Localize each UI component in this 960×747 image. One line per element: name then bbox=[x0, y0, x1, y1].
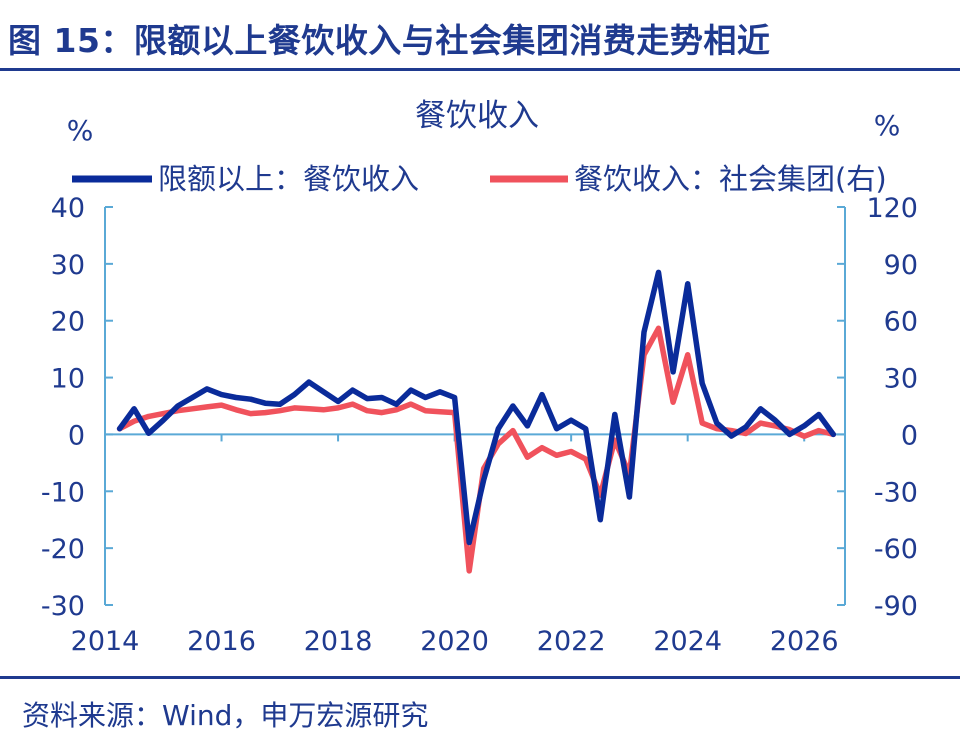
series-lines bbox=[116, 269, 837, 574]
left-axis-unit: % bbox=[67, 114, 94, 147]
legend: 限额以上：餐饮收入 餐饮收入：社会集团(右) bbox=[72, 162, 887, 196]
x-tick-label: 2020 bbox=[420, 626, 489, 657]
left-tick-label: -30 bbox=[41, 591, 85, 622]
left-tick-label: 0 bbox=[68, 420, 85, 451]
series-line-limit-above-catering bbox=[116, 269, 837, 546]
left-tick-label: -10 bbox=[41, 477, 85, 508]
left-tick-label: 40 bbox=[51, 193, 85, 224]
x-tick-label: 2018 bbox=[304, 626, 373, 657]
footer-rule bbox=[0, 676, 960, 679]
x-tick-label: 2016 bbox=[187, 626, 256, 657]
right-tick-label: 60 bbox=[884, 307, 918, 338]
right-tick-label: -30 bbox=[874, 477, 918, 508]
right-axis-unit: % bbox=[874, 109, 901, 142]
right-tick-label: -90 bbox=[874, 591, 918, 622]
line-chart: 餐饮收入 % % 限额以上：餐饮收入 餐饮收入：社会集团(右) -30 -20 -1… bbox=[41, 98, 918, 657]
left-tick-label: 10 bbox=[51, 364, 85, 395]
x-tick-label: 2022 bbox=[537, 626, 606, 657]
chart-title: 餐饮收入 bbox=[415, 98, 539, 134]
figure-title: 图 15：限额以上餐饮收入与社会集团消费走势相近 bbox=[8, 21, 771, 60]
legend-label-blue: 限额以上：餐饮收入 bbox=[158, 162, 419, 196]
x-tick-label: 2026 bbox=[770, 626, 839, 657]
left-tick-label: 30 bbox=[51, 250, 85, 281]
x-tick-label: 2024 bbox=[653, 626, 722, 657]
right-tick-label: 0 bbox=[901, 420, 918, 451]
right-tick-label: 120 bbox=[866, 193, 918, 224]
series-line-social-group-catering bbox=[116, 325, 837, 574]
title-underline bbox=[0, 68, 960, 71]
right-tick-label: 30 bbox=[884, 364, 918, 395]
left-tick-label: -20 bbox=[41, 534, 85, 565]
x-tick-label: 2014 bbox=[71, 626, 140, 657]
left-tick-label: 20 bbox=[51, 307, 85, 338]
source-note: 资料来源：Wind，申万宏源研究 bbox=[22, 699, 429, 732]
axes: -30 -20 -10 0 10 20 30 40 -90 -60 -30 0 30 60 90 120 201… bbox=[41, 193, 918, 657]
right-tick-label: 90 bbox=[884, 250, 918, 281]
legend-label-red: 餐饮收入：社会集团(右) bbox=[574, 162, 887, 196]
right-tick-label: -60 bbox=[874, 534, 918, 565]
